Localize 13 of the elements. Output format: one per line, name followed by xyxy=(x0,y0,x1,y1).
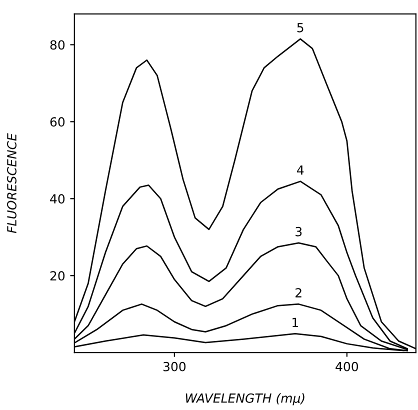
x-axis-title: WAVELENGTH (mμ) xyxy=(186,393,304,406)
series-label: 3 xyxy=(296,226,302,236)
series-label: 4 xyxy=(296,165,304,175)
series-label: 2 xyxy=(296,288,302,298)
y-tick-label: 20 xyxy=(50,271,65,281)
y-axis-title: FLUORESCENCE xyxy=(7,133,16,234)
series-label: 5 xyxy=(297,23,304,32)
series-label: 1 xyxy=(292,318,298,327)
y-tick-label: 80 xyxy=(50,40,65,50)
x-tick-label: 400 xyxy=(336,362,358,372)
y-tick-label: 60 xyxy=(50,117,65,127)
x-tick-label: 300 xyxy=(163,362,186,372)
y-tick-label: 40 xyxy=(50,194,65,204)
